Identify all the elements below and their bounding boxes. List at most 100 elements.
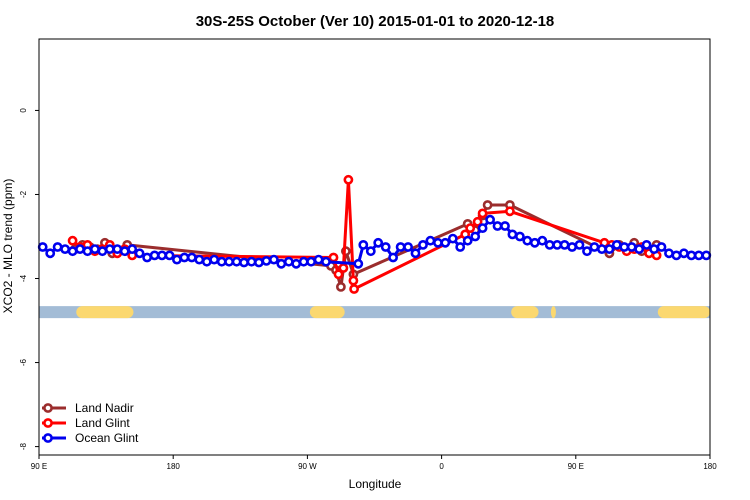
ocean-glint-point xyxy=(127,244,138,254)
x-tick-label: 90 W xyxy=(298,462,317,471)
ocean-glint-point xyxy=(559,239,570,250)
y-tick-label: 0 xyxy=(19,108,28,113)
ocean-glint-point xyxy=(671,250,682,261)
ocean-glint-point xyxy=(291,258,302,269)
land-glint-point xyxy=(348,275,359,286)
ocean-glint-point xyxy=(246,256,257,267)
ocean-glint-point xyxy=(485,214,495,225)
ocean-glint-point xyxy=(507,229,518,240)
ocean-glint-point xyxy=(604,244,615,254)
ocean-glint-point xyxy=(253,257,264,268)
ocean-glint-point xyxy=(403,242,413,252)
ocean-glint-point xyxy=(574,239,585,250)
ocean-glint-point xyxy=(388,252,398,263)
ocean-glint-point xyxy=(492,221,503,231)
ocean-glint-point xyxy=(634,244,645,254)
ocean-glint-point xyxy=(268,254,279,265)
legend-marker xyxy=(43,403,53,413)
ocean-glint-point xyxy=(589,242,600,252)
y-tick-label: -8 xyxy=(19,442,28,450)
x-tick-label: 180 xyxy=(167,462,181,471)
ocean-glint-point xyxy=(60,244,70,254)
ocean-glint-point xyxy=(171,254,182,265)
land-nadir-point xyxy=(335,281,346,292)
ocean-glint-point xyxy=(537,235,548,246)
x-tick-label: 90 E xyxy=(568,462,584,471)
ocean-glint-point xyxy=(365,246,376,257)
ocean-glint-point xyxy=(529,237,540,248)
ocean-glint-point xyxy=(373,237,384,248)
ocean-glint-point xyxy=(353,258,364,269)
land-glint-point xyxy=(343,174,354,185)
legend-marker xyxy=(43,418,53,428)
ocean-glint-point xyxy=(239,257,249,268)
ocean-glint-point xyxy=(597,244,607,254)
chart-title: 30S-25S October (Ver 10) 2015-01-01 to 2… xyxy=(196,13,555,30)
legend-label: Land Glint xyxy=(75,416,130,430)
plot-frame xyxy=(38,38,711,456)
ocean-glint-point xyxy=(679,248,689,259)
ocean-glint-point xyxy=(75,244,85,254)
ocean-glint-point xyxy=(470,231,481,242)
y-axis: 0 -2 -4 -6 -8 xyxy=(19,108,39,450)
x-axis-label: Longitude xyxy=(349,477,402,491)
ocean-glint-point xyxy=(522,235,533,246)
ocean-glint-point xyxy=(582,246,592,257)
x-tick-label: 180 xyxy=(703,462,717,471)
land-glint-point xyxy=(504,206,515,217)
land-glint-point xyxy=(328,252,339,263)
series-layer xyxy=(37,174,712,294)
y-tick-label: -2 xyxy=(19,190,28,198)
land-glint-point xyxy=(67,235,78,246)
ocean-band xyxy=(39,306,710,319)
ocean-glint-point xyxy=(306,256,316,267)
y-tick-label: -4 xyxy=(19,274,28,282)
land-segment xyxy=(550,306,556,319)
land-glint-point xyxy=(333,269,344,280)
ocean-glint-point xyxy=(455,242,466,252)
ocean-glint-point xyxy=(515,231,525,242)
land-glint-point xyxy=(472,216,483,227)
ocean-glint-point xyxy=(52,242,63,252)
legend-label: Land Nadir xyxy=(75,401,134,415)
ocean-glint-point xyxy=(194,254,205,265)
ocean-glint-point xyxy=(626,242,637,252)
ocean-glint-point xyxy=(164,250,175,261)
land-segment xyxy=(657,306,710,319)
ocean-glint-point xyxy=(321,256,331,267)
land-nadir-point xyxy=(482,200,493,210)
ocean-glint-point xyxy=(693,250,704,261)
ocean-glint-point xyxy=(45,248,56,259)
legend-marker xyxy=(43,433,53,443)
ocean-glint-point xyxy=(224,256,234,267)
ocean-glint-point xyxy=(611,239,622,250)
ocean-glint-point xyxy=(231,256,242,267)
ocean-glint-point xyxy=(380,242,391,252)
ocean-glint-point xyxy=(37,242,48,252)
y-axis-label: XCO2 - MLO trend (ppm) xyxy=(1,179,15,314)
ocean-glint-point xyxy=(418,239,428,250)
ocean-glint-point xyxy=(544,239,555,250)
ocean-glint-point xyxy=(119,246,130,257)
land-segment xyxy=(309,306,345,319)
legend-label: Ocean Glint xyxy=(75,431,139,445)
ocean-glint-point xyxy=(186,252,197,263)
land-segment xyxy=(76,306,134,319)
land-segment xyxy=(511,306,539,319)
ocean-glint-point xyxy=(462,235,473,246)
x-axis: 90 E 180 90 W 0 90 E 180 xyxy=(31,455,717,471)
land-glint-point xyxy=(465,223,476,233)
ocean-glint-point xyxy=(410,248,421,259)
ocean-glint-point xyxy=(261,255,272,266)
land-glint-point xyxy=(349,284,359,294)
ocean-glint-point xyxy=(276,258,287,269)
ocean-glint-point xyxy=(90,244,100,254)
ocean-glint-point xyxy=(701,250,712,261)
ocean-glint-point xyxy=(104,244,115,254)
land-glint-point xyxy=(477,208,488,219)
ocean-glint-point xyxy=(477,223,488,233)
x-tick-label: 0 xyxy=(439,462,444,471)
ocean-glint-point xyxy=(440,237,451,248)
